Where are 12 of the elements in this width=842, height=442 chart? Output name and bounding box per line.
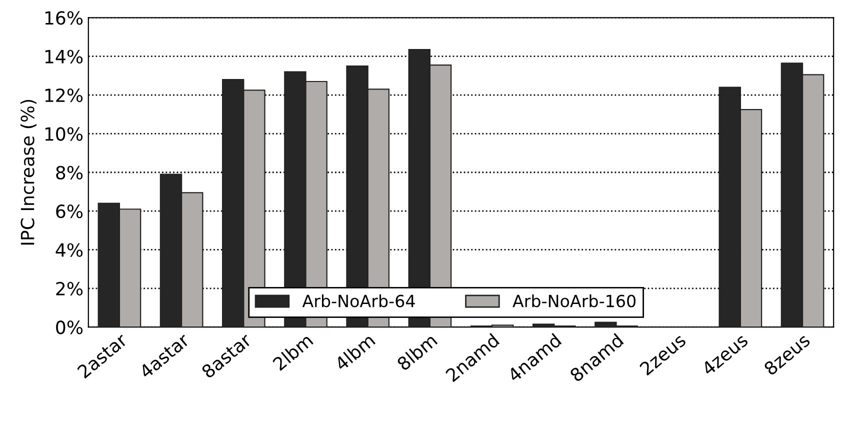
y-tick-label: 16%: [45, 11, 83, 25]
y-tick-label: 14%: [45, 50, 83, 64]
legend-label: Arb-NoArb-160: [512, 294, 636, 308]
y-tick-label: 12%: [45, 88, 83, 102]
y-tick-label: 2%: [56, 282, 83, 296]
y-axis-title: IPC Increase (%): [20, 100, 36, 245]
y-tick-label: 8%: [56, 166, 83, 180]
y-tick-label: 4%: [56, 243, 83, 257]
legend-label: Arb-NoArb-64: [302, 294, 415, 308]
y-tick-label: 6%: [56, 204, 83, 218]
y-tick-label: 10%: [45, 127, 83, 141]
y-tick-label: 0%: [56, 320, 83, 334]
